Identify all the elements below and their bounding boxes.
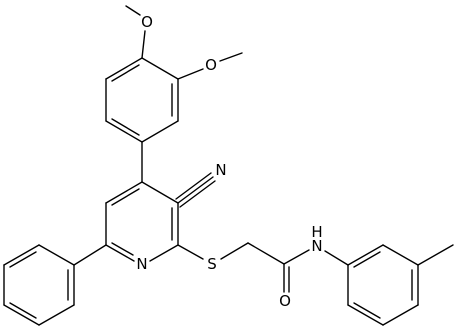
- bond-line: [177, 68, 204, 80]
- bond-line: [149, 244, 179, 262]
- bond-line: [175, 172, 212, 200]
- bond-line: [324, 250, 349, 266]
- bond-line: [141, 30, 146, 59]
- atom-label: N: [215, 161, 226, 179]
- atom-label: O: [279, 292, 291, 310]
- atom-label: O: [205, 56, 217, 74]
- bond-line: [9, 251, 37, 268]
- atom-label: N: [136, 255, 147, 273]
- bond-line: [111, 64, 140, 82]
- bond-line: [111, 242, 134, 256]
- bond-line: [382, 304, 419, 326]
- bond-line: [105, 57, 143, 80]
- bond-line: [111, 118, 140, 136]
- bond-line: [353, 302, 381, 319]
- bond-line: [177, 176, 214, 204]
- bond-line: [177, 244, 204, 260]
- bonds: [3, 5, 454, 326]
- bond-line: [3, 244, 40, 266]
- bond-line: [141, 120, 179, 143]
- bond-line: [347, 244, 384, 266]
- bond-line: [347, 304, 384, 326]
- bond-line: [219, 52, 243, 62]
- bond-line: [9, 302, 37, 319]
- bond-line: [353, 251, 381, 268]
- atom-label: S: [207, 255, 217, 273]
- bond-line: [105, 244, 135, 262]
- atom-label: H: [311, 223, 322, 241]
- bond-line: [220, 242, 249, 260]
- bond-line: [111, 188, 140, 206]
- bond-line: [3, 304, 40, 326]
- bond-line: [73, 244, 107, 266]
- atom-labels: O O N N S O N H: [136, 13, 322, 310]
- bond-line: [179, 180, 216, 208]
- bond-line: [141, 181, 179, 204]
- bond-line: [105, 120, 143, 143]
- bond-line: [105, 181, 143, 204]
- bond-line: [125, 5, 141, 16]
- atom-label: N: [311, 237, 322, 255]
- bond-line: [141, 57, 179, 80]
- bond-line: [283, 249, 310, 265]
- atom-label: O: [141, 13, 153, 31]
- bond-line: [247, 242, 285, 265]
- bond-line: [38, 304, 75, 326]
- bond-line: [417, 244, 454, 266]
- bond-line: [38, 244, 75, 266]
- bond-line: [382, 244, 419, 266]
